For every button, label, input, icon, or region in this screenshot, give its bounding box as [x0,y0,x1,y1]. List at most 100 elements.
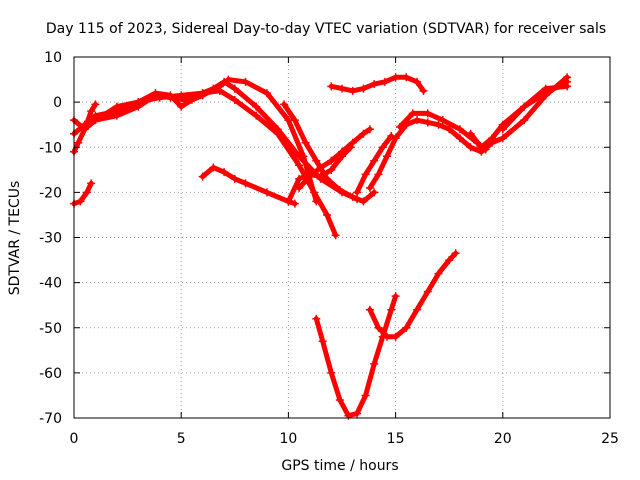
data-point [374,323,383,332]
data-point [455,134,464,143]
data-point [290,199,299,208]
data-point [395,122,404,131]
y-tick-label: 10 [44,50,62,66]
data-point [335,186,344,195]
data-point [402,73,411,82]
data-point [262,89,271,98]
data-point [423,287,432,296]
data-point [312,314,321,323]
y-tick-label: -30 [39,231,62,247]
data-point [312,197,321,206]
data-point [312,156,321,165]
data-point [198,89,207,98]
data-point [290,116,299,125]
data-point [408,109,417,118]
data-point [378,143,387,152]
data-point [295,152,304,161]
data-point [434,269,443,278]
data-point [284,197,293,206]
data-point [338,147,346,156]
data-point [295,161,304,170]
series-line-16 [313,293,399,419]
data-point [151,89,160,98]
data-point [177,91,186,100]
data-point [563,82,572,91]
data-point [391,73,400,82]
data-point [438,116,447,125]
data-point [520,116,529,125]
data-series [70,73,572,420]
data-point [455,125,464,134]
x-tick-label: 10 [279,431,297,447]
y-tick-label: -20 [39,185,62,201]
data-point [387,305,396,314]
x-tick-label: 20 [494,431,512,447]
series-line-14 [500,83,570,132]
data-point [262,188,271,197]
data-point [445,125,454,134]
series-line-6 [200,165,298,207]
data-point [209,84,218,93]
data-point [488,134,497,143]
data-point [327,165,336,174]
data-point [365,305,374,314]
y-tick-label: 0 [53,95,62,111]
y-tick-label: -50 [39,321,62,337]
data-point [338,84,346,93]
data-point [87,179,96,188]
x-tick-label: 0 [70,431,79,447]
data-point [391,332,400,341]
data-point [498,125,507,134]
data-point [365,183,374,192]
data-point [413,116,422,125]
data-point [419,86,428,95]
data-point [370,188,379,197]
data-point [230,84,239,93]
data-point [177,102,186,111]
data-point [322,174,331,183]
data-point [541,84,550,93]
data-point [327,156,336,165]
data-point [187,95,196,104]
data-point [423,109,432,118]
data-point [295,174,304,183]
data-point [348,192,357,201]
data-point [74,138,83,147]
data-point [91,116,100,125]
series-line-17 [367,250,459,340]
data-point [413,77,422,86]
x-tick-label: 25 [601,431,619,447]
data-point [295,183,304,192]
data-point [348,138,357,147]
data-point [91,100,100,109]
data-point [82,188,91,197]
data-point [134,98,143,107]
data-point [383,152,392,161]
data-point [353,409,362,418]
data-point [380,77,389,86]
data-point [359,197,368,206]
data-point [322,210,331,219]
data-point [520,102,529,111]
y-tick-label: -40 [39,276,62,292]
data-point [413,305,422,314]
data-point [318,337,327,346]
data-point [387,131,396,140]
data-point [112,102,121,111]
data-point [466,129,475,138]
data-point [370,156,379,165]
x-axis-label: GPS time / hours [281,458,398,474]
data-point [359,129,368,138]
data-point [466,143,475,152]
series-line-15 [328,74,426,94]
data-point [230,174,239,183]
data-point [305,172,314,181]
x-tick-label: 15 [387,431,405,447]
data-point [301,138,310,147]
data-point [327,82,336,91]
data-point [209,163,218,172]
data-point [359,84,368,93]
data-point [434,120,443,129]
x-tick-label: 5 [177,431,186,447]
data-point [391,292,400,301]
